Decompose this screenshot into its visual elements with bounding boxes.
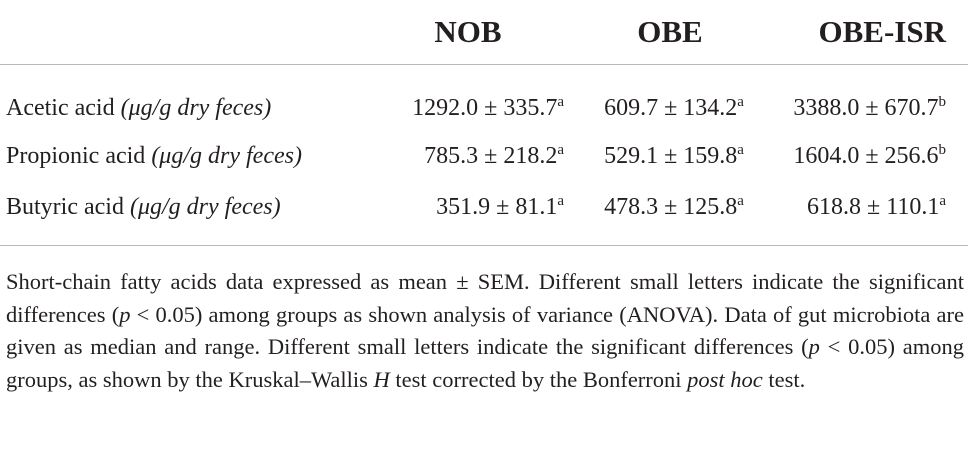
cell-letter: a [557, 193, 564, 209]
footnote-segment: < 0.05) among groups, as shown by the Kr… [6, 334, 965, 392]
row-label: Butyric acid (μg/g dry feces) [0, 182, 366, 246]
cell-letter: b [938, 93, 947, 110]
cell-obe: 478.3 ± 125.8a [570, 182, 770, 246]
footnote-segment: test corrected by the Bonferroni [389, 366, 688, 392]
header-blank [0, 0, 366, 65]
cell-nob: 785.3 ± 218.2a [366, 131, 570, 182]
cell-obe: 529.1 ± 159.8a [570, 131, 770, 182]
footnote-h-symbol: H [373, 366, 390, 392]
table-row-butyric: Butyric acid (μg/g dry feces) 351.9 ± 81… [0, 182, 968, 246]
cell-nob: 1292.0 ± 335.7a [366, 65, 570, 132]
row-label-name: Butyric acid [6, 194, 124, 220]
cell-letter: a [737, 93, 744, 110]
cell-letter: a [737, 193, 744, 209]
header-obe-isr: OBE-ISR [770, 0, 968, 65]
footnote-segment: < 0.05) among groups as shown analysis o… [6, 301, 964, 360]
cell-value: 618.8 ± 110.1 [807, 194, 940, 220]
cell-value: 609.7 ± 134.2 [604, 94, 738, 121]
cell-value: 785.3 ± 218.2 [424, 143, 558, 169]
cell-letter: a [557, 93, 564, 110]
results-table-container: NOB OBE OBE-ISR Acetic acid (μg/g dry fe… [0, 0, 968, 246]
row-label-name: Acetic acid [6, 94, 115, 121]
footnote-p-symbol: p [808, 334, 820, 359]
table-row-acetic: Acetic acid (μg/g dry feces) 1292.0 ± 33… [0, 65, 968, 132]
row-label-name: Propionic acid [6, 143, 146, 169]
cell-obe-isr: 618.8 ± 110.1a [770, 182, 968, 246]
footnote-segment: test. [762, 366, 806, 392]
cell-value: 3388.0 ± 670.7 [793, 94, 939, 121]
cell-value: 1604.0 ± 256.6 [793, 143, 939, 169]
cell-letter: a [939, 193, 946, 209]
table-header-row: NOB OBE OBE-ISR [0, 0, 968, 65]
cell-letter: b [938, 142, 947, 158]
cell-obe-isr: 1604.0 ± 256.6b [770, 131, 968, 182]
table-row-propionic: Propionic acid (μg/g dry feces) 785.3 ± … [0, 131, 968, 182]
header-obe: OBE [570, 0, 770, 65]
footnote-segment: Short-chain fatty acids data expressed a… [6, 269, 964, 327]
cell-nob: 351.9 ± 81.1a [366, 182, 570, 246]
cell-obe: 609.7 ± 134.2a [570, 65, 770, 132]
cell-value: 1292.0 ± 335.7 [412, 94, 558, 121]
cell-value: 478.3 ± 125.8 [604, 194, 738, 220]
row-label-unit: (μg/g dry feces) [129, 194, 281, 220]
scfa-table: NOB OBE OBE-ISR Acetic acid (μg/g dry fe… [0, 0, 968, 246]
row-label-unit: (μg/g dry feces) [151, 143, 302, 169]
cell-value: 351.9 ± 81.1 [436, 194, 558, 220]
footnote-post-hoc: post hoc [687, 366, 763, 392]
row-label: Acetic acid (μg/g dry feces) [0, 65, 366, 132]
cell-letter: a [557, 142, 564, 158]
table-footnote: Short-chain fatty acids data expressed a… [6, 266, 964, 396]
cell-obe-isr: 3388.0 ± 670.7b [770, 65, 968, 132]
header-nob: NOB [366, 0, 570, 65]
cell-value: 529.1 ± 159.8 [604, 143, 738, 169]
footnote-p-symbol: p [119, 301, 131, 327]
row-label: Propionic acid (μg/g dry feces) [0, 131, 366, 182]
row-label-unit: (μg/g dry feces) [120, 94, 272, 121]
footnote-text: Short-chain fatty acids data expressed a… [6, 266, 964, 396]
cell-letter: a [737, 142, 744, 158]
